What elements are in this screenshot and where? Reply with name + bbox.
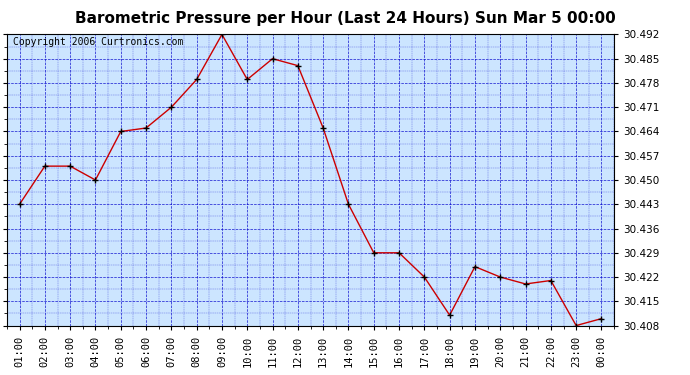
Text: Barometric Pressure per Hour (Last 24 Hours) Sun Mar 5 00:00: Barometric Pressure per Hour (Last 24 Ho… (75, 11, 615, 26)
Text: Copyright 2006 Curtronics.com: Copyright 2006 Curtronics.com (13, 37, 184, 46)
